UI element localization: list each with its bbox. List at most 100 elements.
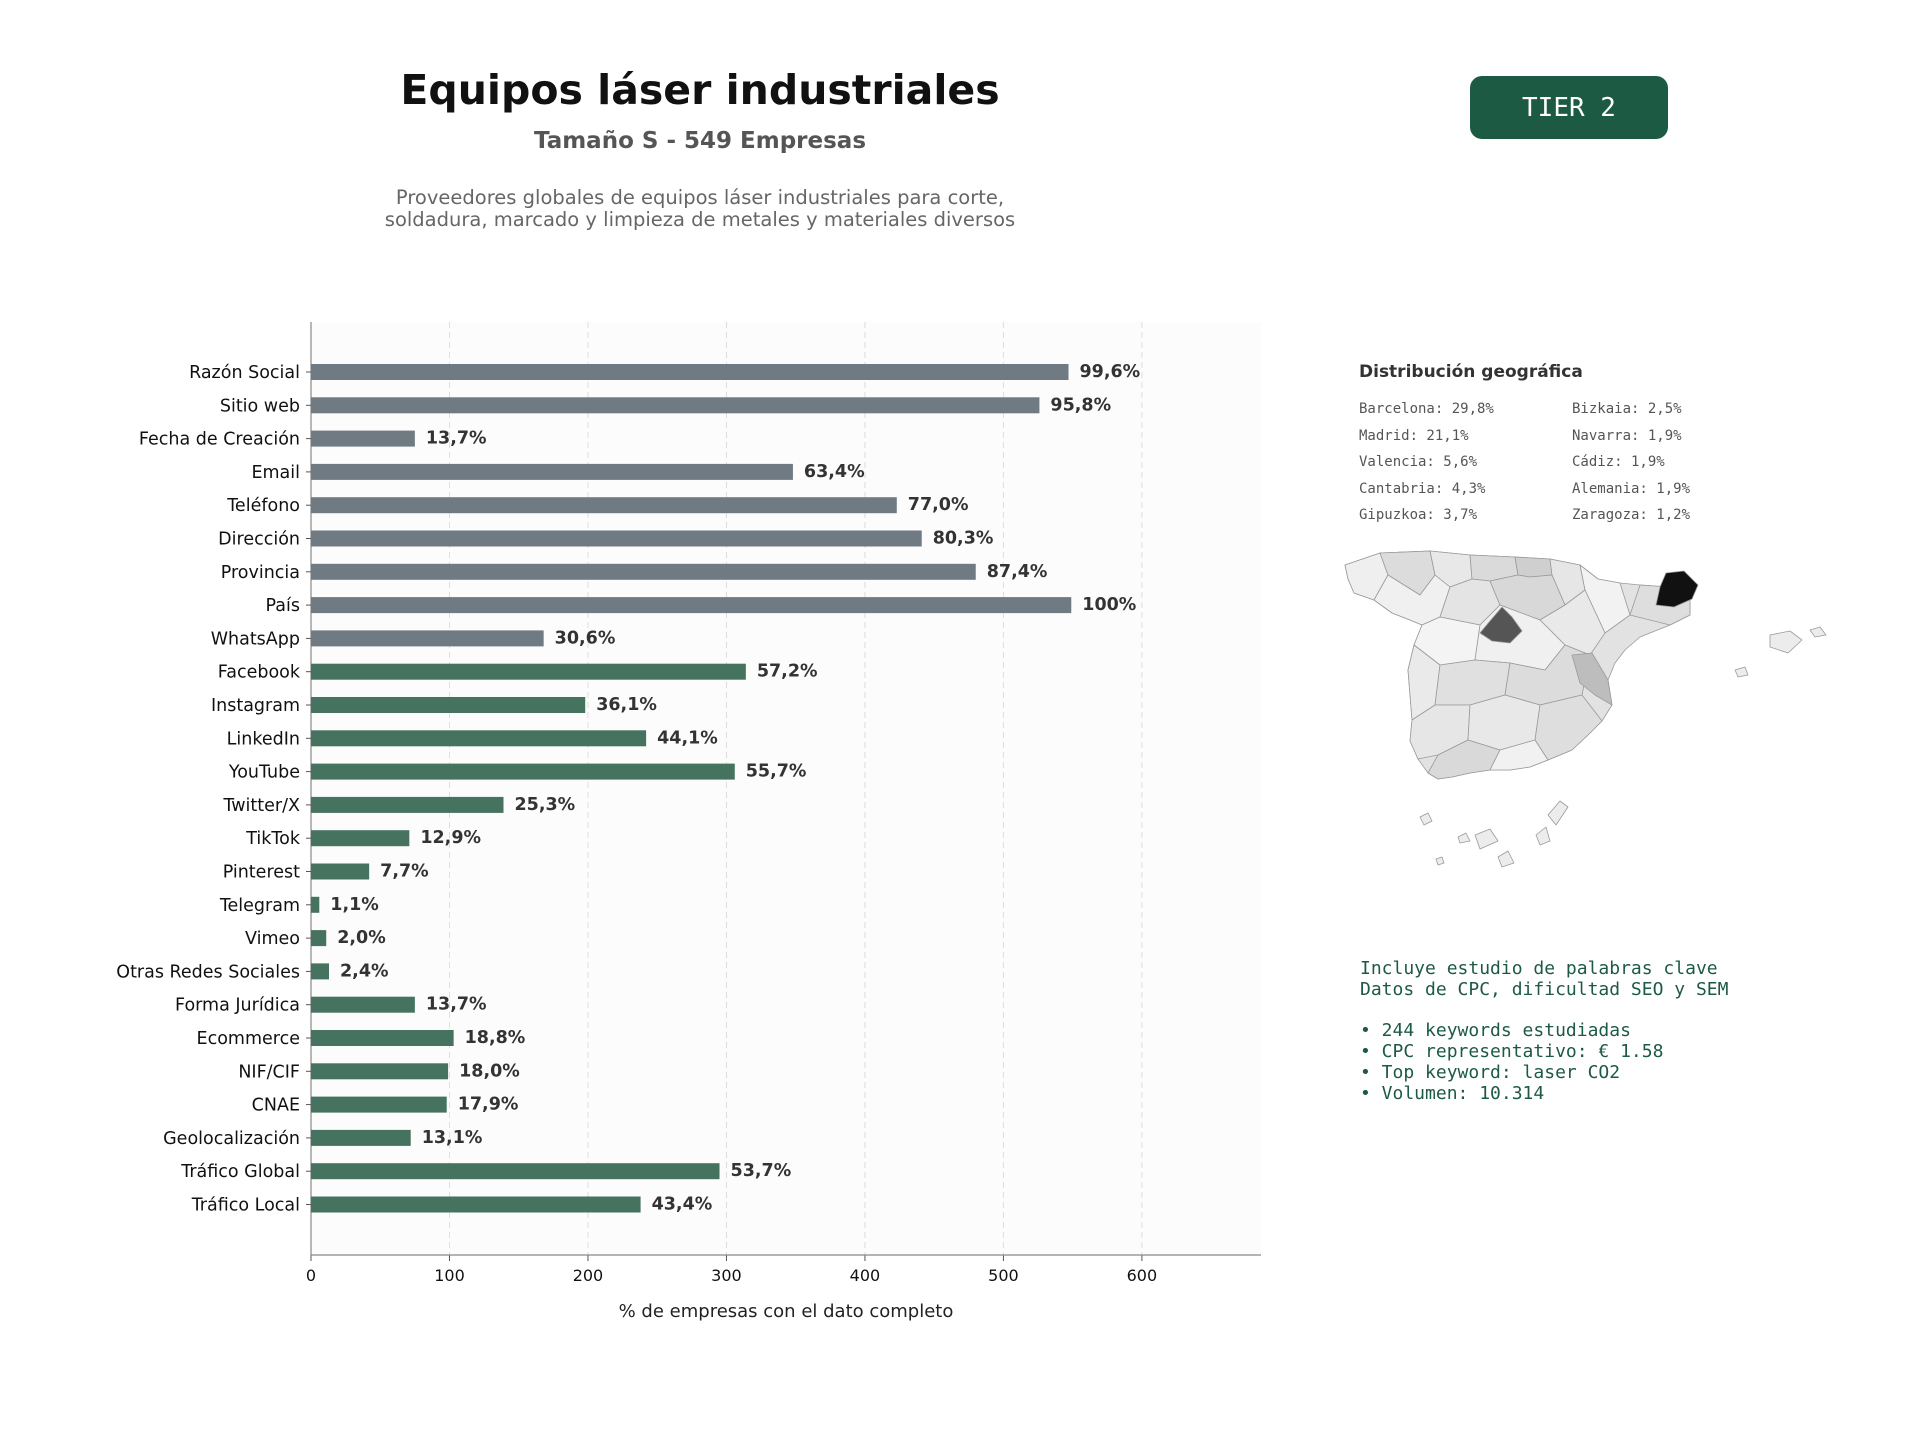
category-label: Vimeo — [245, 929, 300, 949]
bar-value-label: 30,6% — [555, 628, 616, 648]
bar — [311, 397, 1040, 414]
bar — [311, 1096, 447, 1113]
geo-entry: Cádiz: 1,9% — [1572, 454, 1665, 470]
map-balearic — [1769, 630, 1803, 654]
category-label: Otras Redes Sociales — [116, 962, 300, 982]
bar — [311, 364, 1069, 380]
map-canary — [1547, 800, 1569, 826]
category-label: NIF/CIF — [238, 1062, 300, 1082]
bar-value-label: 77,0% — [908, 495, 969, 515]
bar-value-label: 55,7% — [746, 762, 807, 782]
geo-entry: Navarra: 1,9% — [1572, 427, 1682, 444]
x-axis-label: % de empresas con el dato completo — [619, 1301, 954, 1322]
bar-value-label: 7,7% — [380, 862, 429, 882]
category-label: WhatsApp — [211, 629, 300, 649]
map-canary — [1457, 832, 1471, 844]
bar-value-label: 100% — [1082, 595, 1136, 615]
map-canary — [1474, 828, 1499, 850]
category-label: Sitio web — [220, 396, 300, 416]
bar-value-label: 18,0% — [459, 1061, 520, 1081]
bar — [311, 1063, 449, 1080]
bar-value-label: 17,9% — [458, 1095, 519, 1115]
keyword-bullet: • Volumen: 10.314 — [1360, 1083, 1545, 1104]
bar — [311, 763, 735, 780]
bar-value-label: 44,1% — [657, 728, 718, 748]
category-label: Pinterest — [223, 863, 300, 883]
category-label: Dirección — [218, 530, 300, 550]
bar — [311, 530, 922, 547]
bar — [311, 730, 647, 747]
bar — [311, 1030, 454, 1046]
geo-entry: Cantabria: 4,3% — [1359, 480, 1486, 497]
spain-map — [1344, 550, 1827, 868]
bar — [311, 597, 1072, 614]
bar-value-label: 95,8% — [1050, 395, 1111, 415]
bar-value-label: 25,3% — [514, 795, 575, 815]
bar — [311, 563, 976, 580]
map-valencia — [1571, 652, 1613, 706]
bar-value-label: 2,0% — [337, 928, 386, 948]
map-balearic — [1734, 666, 1749, 678]
category-label: Email — [251, 463, 300, 483]
page-title: Equipos láser industriales — [400, 66, 1000, 114]
keywords-block: Incluye estudio de palabras clave Datos … — [1360, 958, 1728, 1104]
x-tick-label: 500 — [988, 1266, 1019, 1285]
category-label: Fecha de Creación — [139, 430, 300, 450]
keyword-bullet: • 244 keywords estudiadas — [1360, 1020, 1631, 1041]
map-province — [1427, 739, 1501, 780]
keywords-line2: Datos de CPC, dificultad SEO y SEM — [1360, 979, 1729, 1000]
geo-entry: Zaragoza: 1,2% — [1572, 507, 1691, 523]
category-label: Tráfico Local — [191, 1196, 300, 1216]
map-province — [1489, 739, 1549, 771]
geo-entry: Alemania: 1,9% — [1572, 480, 1691, 497]
bar-value-label: 13,1% — [422, 1128, 483, 1148]
bar — [311, 430, 415, 447]
map-canary — [1435, 856, 1445, 866]
bar — [311, 663, 746, 680]
map-province — [1514, 556, 1553, 578]
bar — [311, 863, 370, 880]
keywords-line1: Incluye estudio de palabras clave — [1360, 958, 1718, 979]
x-tick-label: 600 — [1127, 1266, 1158, 1285]
map-balearic — [1809, 626, 1827, 638]
category-label: Teléfono — [226, 496, 300, 516]
geo-entry: Gipuzkoa: 3,7% — [1359, 507, 1478, 523]
bar-value-label: 43,4% — [652, 1195, 713, 1215]
category-label: YouTube — [228, 763, 300, 783]
map-canary — [1419, 812, 1433, 826]
category-label: LinkedIn — [227, 729, 300, 749]
map-madrid — [1479, 606, 1523, 644]
bar — [311, 930, 327, 947]
map-canary — [1497, 850, 1515, 868]
tier-badge: TIER 2 — [1470, 76, 1668, 139]
map-barcelona — [1655, 570, 1699, 608]
category-label: País — [266, 596, 300, 616]
keyword-bullet: • CPC representativo: € 1.58 — [1360, 1041, 1664, 1062]
bar — [311, 497, 897, 514]
category-label: CNAE — [252, 1096, 300, 1116]
category-label: Telegram — [219, 896, 300, 916]
bar-value-label: 99,6% — [1080, 362, 1141, 382]
category-label: Twitter/X — [222, 796, 300, 816]
plot-area — [311, 322, 1261, 1255]
x-tick-label: 200 — [573, 1266, 604, 1285]
category-label: Razón Social — [189, 363, 300, 383]
page-description: Proveedores globales de equipos láser in… — [384, 186, 1016, 231]
x-tick-label: 300 — [711, 1266, 742, 1285]
bar — [311, 1196, 641, 1213]
category-label: Forma Jurídica — [175, 996, 300, 1016]
bar — [311, 996, 415, 1013]
geo-entry: Valencia: 5,6% — [1359, 454, 1478, 470]
x-tick-label: 0 — [306, 1266, 316, 1285]
geo-list-right: Bizkaia: 2,5% Navarra: 1,9% Cádiz: 1,9% … — [1572, 396, 1690, 529]
page-subtitle: Tamaño S - 549 Empresas — [533, 128, 867, 154]
bar-value-label: 80,3% — [933, 529, 994, 549]
bar-value-label: 63,4% — [804, 462, 865, 482]
bar-value-label: 12,9% — [420, 828, 481, 848]
bar — [311, 697, 586, 713]
bar-value-label: 53,7% — [731, 1161, 792, 1181]
bar-value-label: 2,4% — [340, 961, 389, 981]
bar-value-label: 87,4% — [987, 562, 1048, 582]
keyword-bullet: • Top keyword: laser CO2 — [1360, 1062, 1621, 1083]
